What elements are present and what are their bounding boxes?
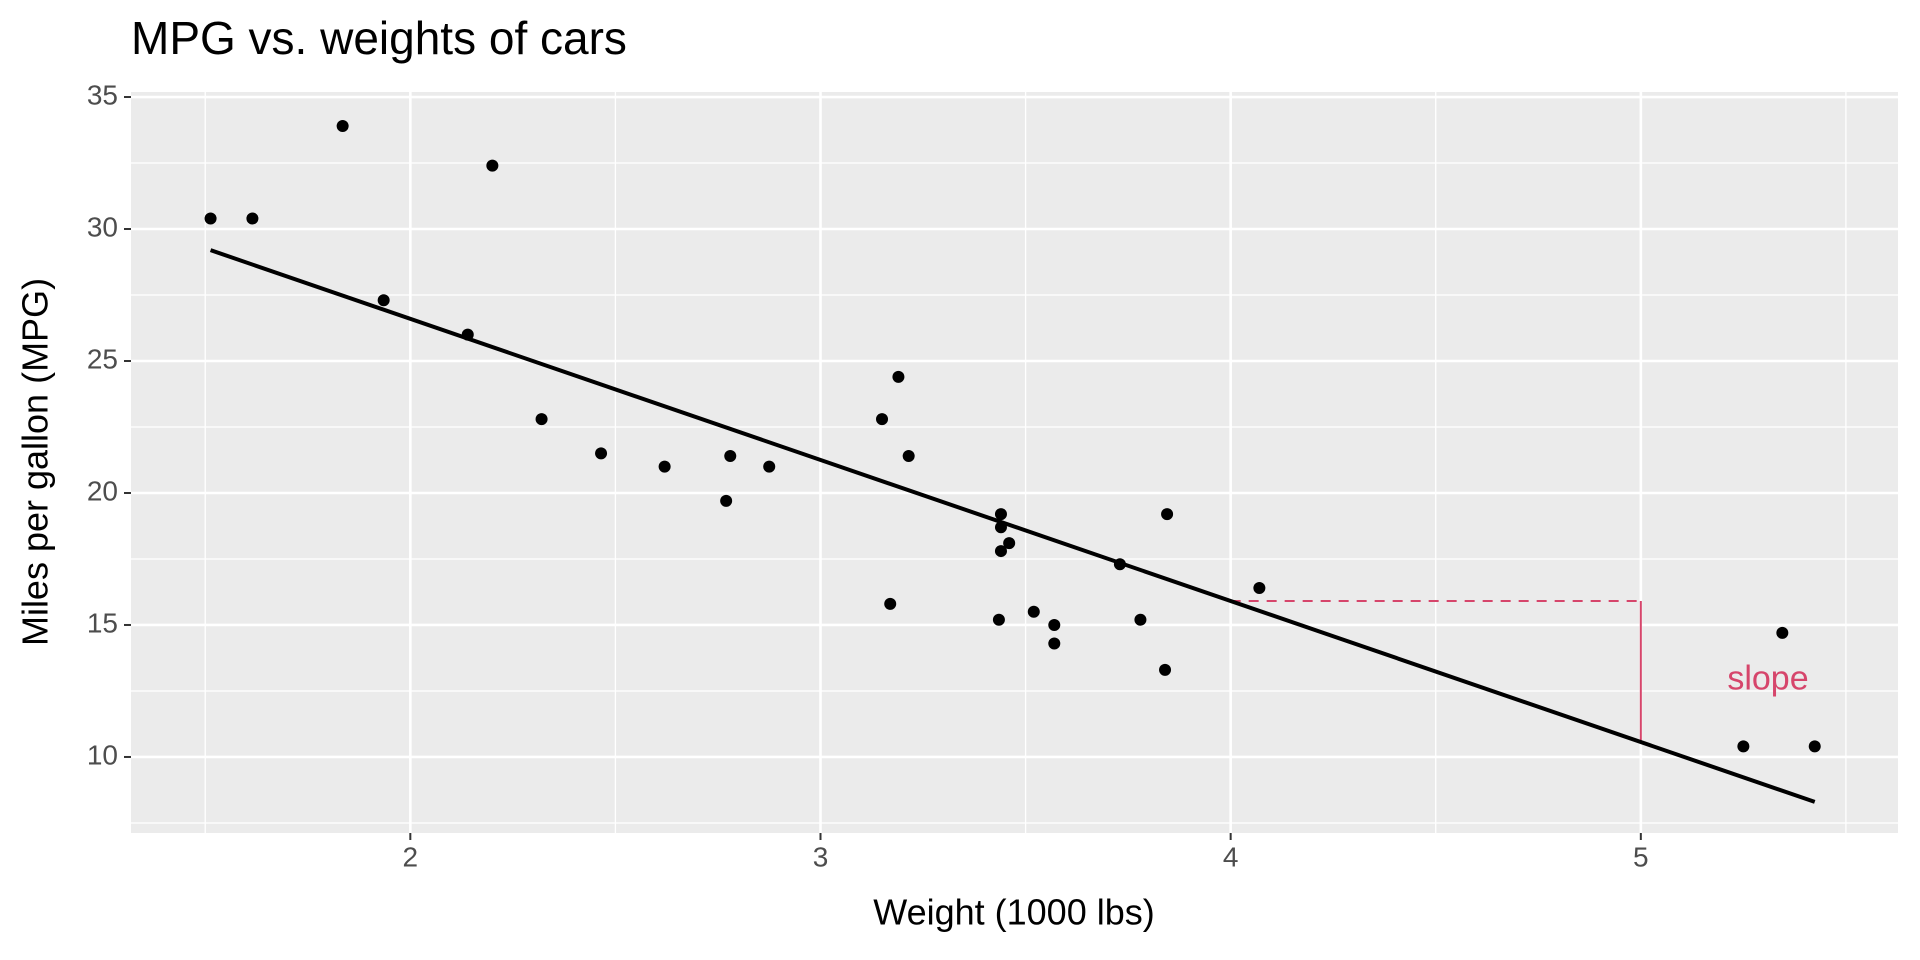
point — [1048, 618, 1061, 631]
x-tick-label: 4 — [1223, 841, 1239, 872]
point — [1253, 582, 1266, 595]
chart-title: MPG vs. weights of cars — [131, 12, 627, 64]
annotation: slope — [1727, 659, 1808, 697]
y-tick-label: 25 — [87, 343, 118, 374]
point — [1027, 605, 1040, 618]
point — [486, 159, 499, 172]
point — [1776, 626, 1789, 639]
point — [336, 120, 349, 133]
point — [720, 494, 733, 507]
point — [994, 545, 1007, 558]
point — [204, 212, 217, 225]
point — [1134, 613, 1147, 626]
point — [535, 413, 548, 426]
x-tick-label: 5 — [1633, 841, 1649, 872]
fit-line — [209, 248, 1816, 804]
point — [1159, 663, 1172, 676]
x-tick-label: 3 — [813, 841, 829, 872]
point — [658, 460, 671, 473]
point — [595, 447, 608, 460]
y-tick-label: 20 — [87, 475, 118, 506]
point — [763, 460, 776, 473]
point — [884, 597, 897, 610]
point — [1003, 537, 1016, 550]
x-tick-label: 2 — [403, 841, 419, 872]
y-tick-label: 35 — [87, 79, 118, 110]
y-axis-title: Miles per gallon (MPG) — [15, 278, 56, 646]
point — [1808, 740, 1821, 753]
point — [1048, 637, 1061, 650]
point — [876, 413, 889, 426]
point — [992, 613, 1005, 626]
y-tick-label: 30 — [87, 211, 118, 242]
point — [994, 508, 1007, 521]
y-tick-label: 15 — [87, 607, 118, 638]
point — [724, 450, 737, 463]
plot-panel — [131, 92, 1898, 833]
x-axis-title: Weight (1000 lbs) — [873, 892, 1154, 933]
point — [892, 370, 905, 383]
y-tick-label: 10 — [87, 739, 118, 770]
point — [1161, 508, 1174, 521]
point — [377, 294, 390, 307]
point — [1737, 740, 1750, 753]
point — [902, 450, 915, 463]
point — [246, 212, 259, 225]
